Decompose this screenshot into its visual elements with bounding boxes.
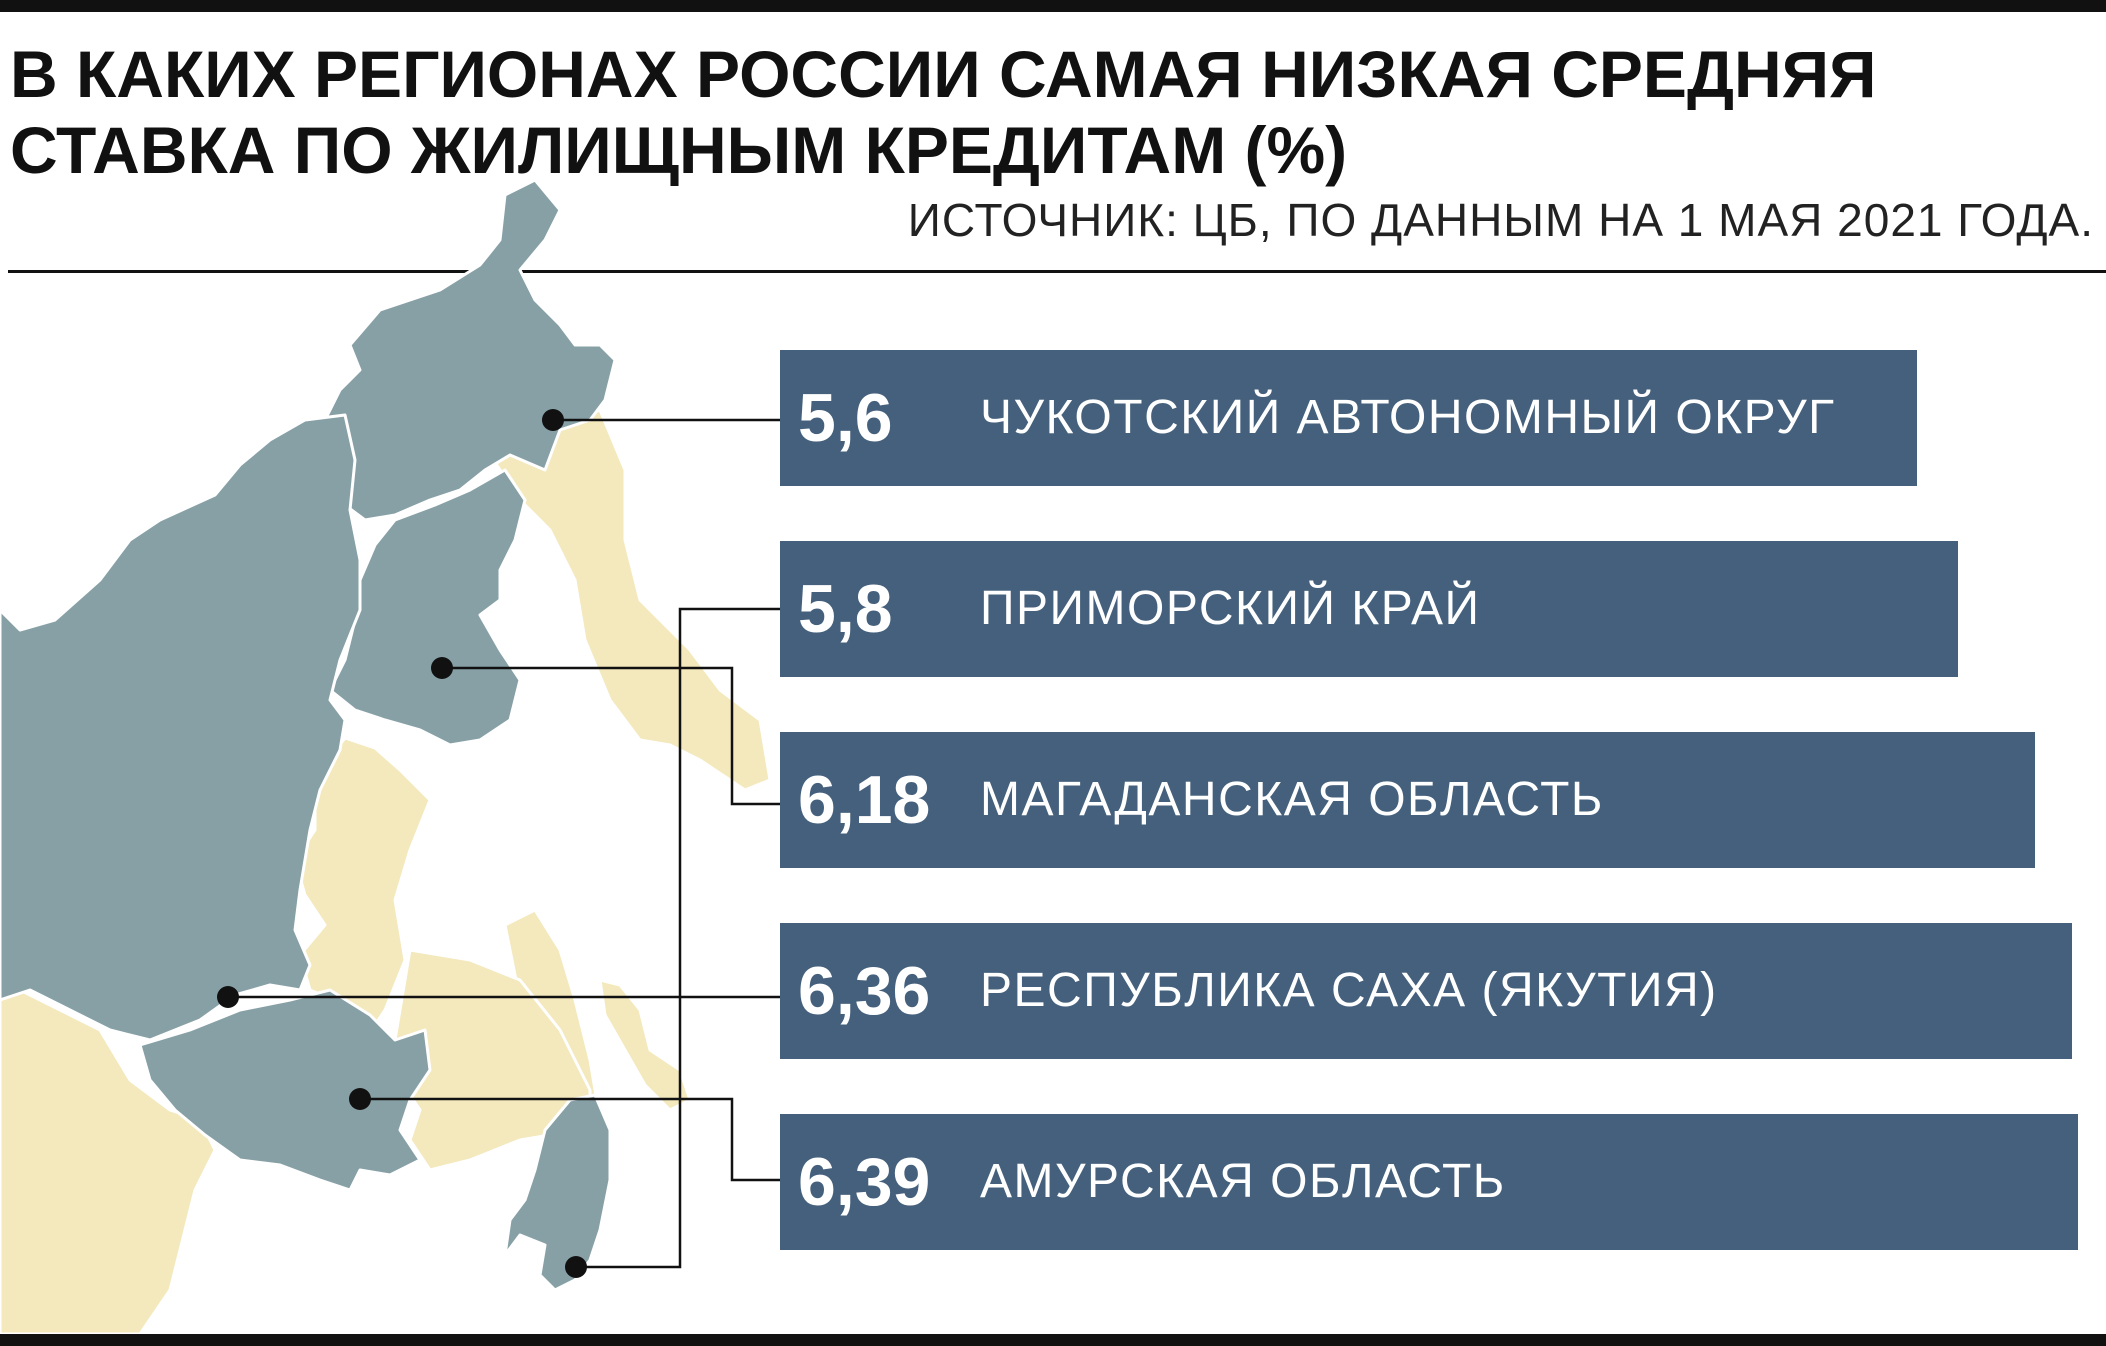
bar-value-label: 5,6: [798, 380, 893, 456]
bar-3: 6,18 МАГАДАНСКАЯ ОБЛАСТЬ: [780, 732, 2035, 868]
bar-category-label: РЕСПУБЛИКА САХА (ЯКУТИЯ): [980, 964, 1718, 1017]
top-rule: [0, 0, 2106, 12]
header-divider: [8, 270, 2106, 273]
bar-4: 6,36 РЕСПУБЛИКА САХА (ЯКУТИЯ): [780, 923, 2072, 1059]
region-dot-1: [542, 409, 564, 431]
bar-value-label: 5,8: [798, 571, 893, 647]
bar-category-label: АМУРСКАЯ ОБЛАСТЬ: [980, 1155, 1506, 1208]
region-dot-4: [349, 1088, 371, 1110]
bar-1: 5,6 ЧУКОТСКИЙ АВТОНОМНЫЙ ОКРУГ: [780, 350, 1917, 486]
leader-line-5: [360, 1097, 780, 1182]
leader-line-3: [442, 666, 780, 806]
region-dot-3: [217, 986, 239, 1008]
map-region-kamchatka: [488, 408, 772, 792]
map-region-amur: [138, 988, 432, 1192]
map-region-primorye: [503, 1093, 612, 1292]
region-dot-5: [565, 1256, 587, 1278]
leader-line-2: [576, 607, 780, 1269]
map-region-magadan: [328, 468, 527, 747]
bar-category-label: ПРИМОРСКИЙ КРАЙ: [980, 582, 1481, 635]
map-region-chukotka: [323, 178, 617, 522]
map-region-kuril: [598, 978, 692, 1112]
chart-title: В КАКИХ РЕГИОНАХ РОССИИ САМАЯ НИЗКАЯ СРЕ…: [10, 37, 1877, 187]
region-dot-2: [431, 657, 453, 679]
bar-value-label: 6,18: [798, 762, 931, 838]
map-region-yakutia: [0, 413, 362, 1042]
bar-category-label: МАГАДАНСКАЯ ОБЛАСТЬ: [980, 773, 1604, 826]
bottom-rule: [0, 1334, 2106, 1346]
bar-5: 6,39 АМУРСКАЯ ОБЛАСТЬ: [780, 1114, 2078, 1250]
chart-source: ИСТОЧНИК: ЦБ, ПО ДАННЫМ НА 1 МАЯ 2021 ГО…: [907, 194, 2094, 246]
bar-category-label: ЧУКОТСКИЙ АВТОНОМНЫЙ ОКРУГ: [980, 391, 1836, 444]
bar-2: 5,8 ПРИМОРСКИЙ КРАЙ: [780, 541, 1958, 677]
bar-value-label: 6,39: [798, 1144, 931, 1220]
bar-value-label: 6,36: [798, 953, 931, 1029]
